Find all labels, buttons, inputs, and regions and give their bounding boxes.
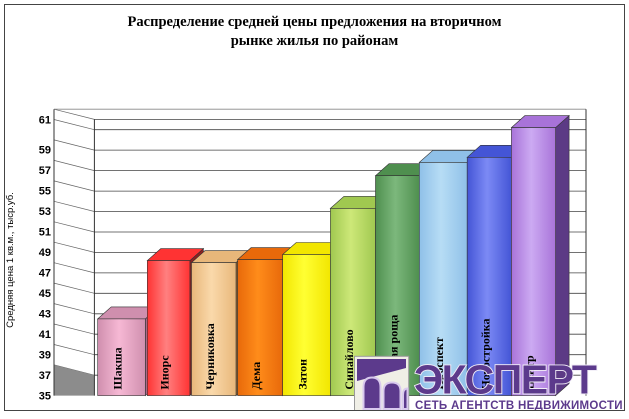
svg-text:Дема: Дема	[249, 362, 263, 390]
svg-text:СЕТЬ АГЕНТСТВ НЕДВИЖИМОСТИ: СЕТЬ АГЕНТСТВ НЕДВИЖИМОСТИ	[415, 400, 623, 411]
svg-text:Инорс: Инорс	[158, 355, 172, 390]
svg-text:Затон: Затон	[296, 359, 310, 390]
svg-text:Шакша: Шакша	[111, 347, 125, 389]
svg-text:51: 51	[39, 227, 51, 239]
svg-text:47: 47	[39, 268, 51, 280]
svg-text:57: 57	[39, 165, 51, 177]
svg-text:39: 39	[39, 350, 51, 362]
svg-text:41: 41	[39, 329, 51, 341]
svg-text:53: 53	[39, 206, 51, 218]
svg-text:45: 45	[39, 288, 51, 300]
svg-text:35: 35	[39, 391, 51, 403]
svg-text:Средняя цена 1 кв.м., тыср.уб.: Средняя цена 1 кв.м., тыср.уб.	[5, 192, 16, 328]
svg-text:49: 49	[39, 247, 51, 259]
svg-text:37: 37	[39, 370, 51, 382]
svg-text:55: 55	[39, 186, 51, 198]
svg-text:Черниковка: Черниковка	[203, 323, 217, 389]
svg-text:59: 59	[39, 145, 51, 157]
svg-text:61: 61	[39, 115, 51, 127]
svg-text:ЭКСПЕРТ: ЭКСПЕРТ	[414, 357, 597, 403]
svg-text:Сипайлово: Сипайлово	[342, 329, 356, 389]
svg-text:43: 43	[39, 309, 51, 321]
